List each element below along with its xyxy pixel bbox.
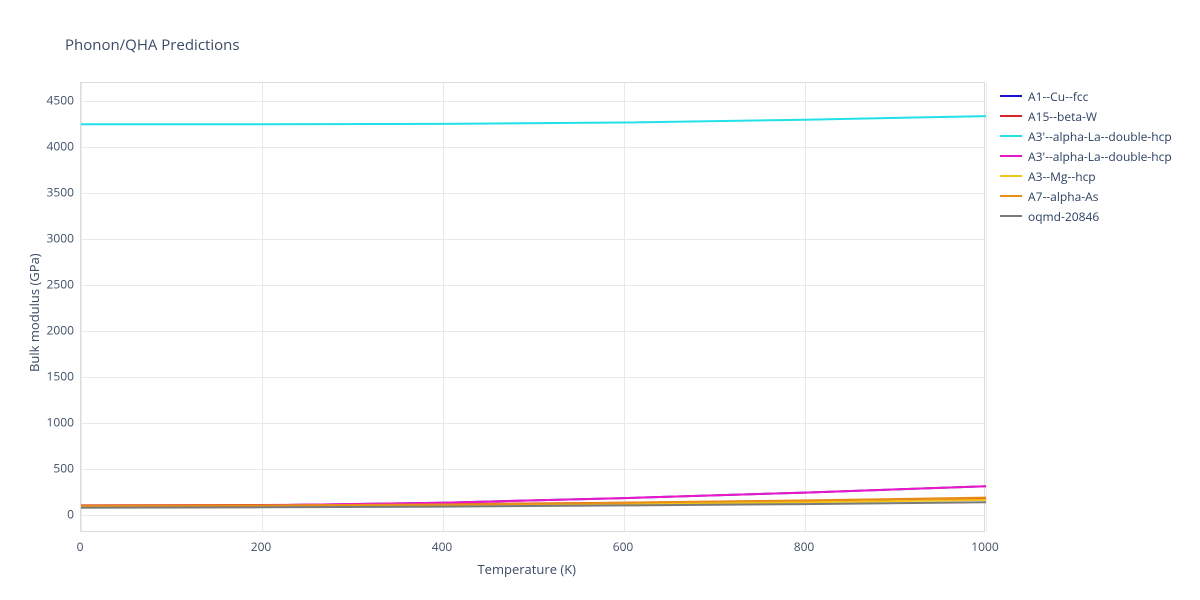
legend-label: A7--alpha-As [1028, 188, 1098, 205]
legend-label: A3'--alpha-La--double-hcp [1028, 128, 1172, 145]
x-tick: 400 [432, 538, 453, 555]
y-tick: 3500 [40, 184, 74, 201]
y-tick: 2000 [40, 321, 74, 338]
x-tick: 200 [251, 538, 272, 555]
legend-item[interactable]: A3'--alpha-La--double-hcp [1000, 146, 1172, 166]
series-line[interactable] [81, 116, 986, 124]
y-tick: 1500 [40, 367, 74, 384]
x-tick: 600 [613, 538, 634, 555]
legend-item[interactable]: A7--alpha-As [1000, 186, 1172, 206]
legend-swatch [1000, 135, 1022, 137]
x-tick: 0 [77, 538, 84, 555]
legend-item[interactable]: A15--beta-W [1000, 106, 1172, 126]
legend-label: oqmd-20846 [1028, 208, 1099, 225]
legend-label: A3--Mg--hcp [1028, 168, 1096, 185]
plot-area [80, 82, 985, 532]
y-tick: 3000 [40, 230, 74, 247]
y-tick: 0 [40, 505, 74, 522]
y-tick: 1000 [40, 413, 74, 430]
y-tick: 4000 [40, 138, 74, 155]
legend: A1--Cu--fcc A15--beta-W A3'--alpha-La--dou… [1000, 86, 1172, 226]
legend-swatch [1000, 175, 1022, 177]
legend-swatch [1000, 115, 1022, 117]
legend-swatch [1000, 195, 1022, 197]
x-tick: 1000 [971, 538, 998, 555]
y-tick: 500 [40, 459, 74, 476]
legend-swatch [1000, 215, 1022, 217]
legend-label: A15--beta-W [1028, 108, 1097, 125]
y-tick: 2500 [40, 276, 74, 293]
legend-swatch [1000, 95, 1022, 97]
legend-label: A3'--alpha-La--double-hcp [1028, 148, 1172, 165]
grid-v [986, 83, 987, 531]
legend-label: A1--Cu--fcc [1028, 88, 1088, 105]
y-tick: 4500 [40, 92, 74, 109]
legend-item[interactable]: A3--Mg--hcp [1000, 166, 1172, 186]
x-axis-label: Temperature (K) [478, 560, 577, 578]
legend-swatch [1000, 155, 1022, 157]
legend-item[interactable]: A3'--alpha-La--double-hcp [1000, 126, 1172, 146]
legend-item[interactable]: A1--Cu--fcc [1000, 86, 1172, 106]
series-layer [81, 83, 986, 533]
chart-title: Phonon/QHA Predictions [65, 35, 240, 55]
y-axis-label: Bulk modulus (GPa) [25, 253, 43, 372]
x-tick: 800 [794, 538, 815, 555]
legend-item[interactable]: oqmd-20846 [1000, 206, 1172, 226]
